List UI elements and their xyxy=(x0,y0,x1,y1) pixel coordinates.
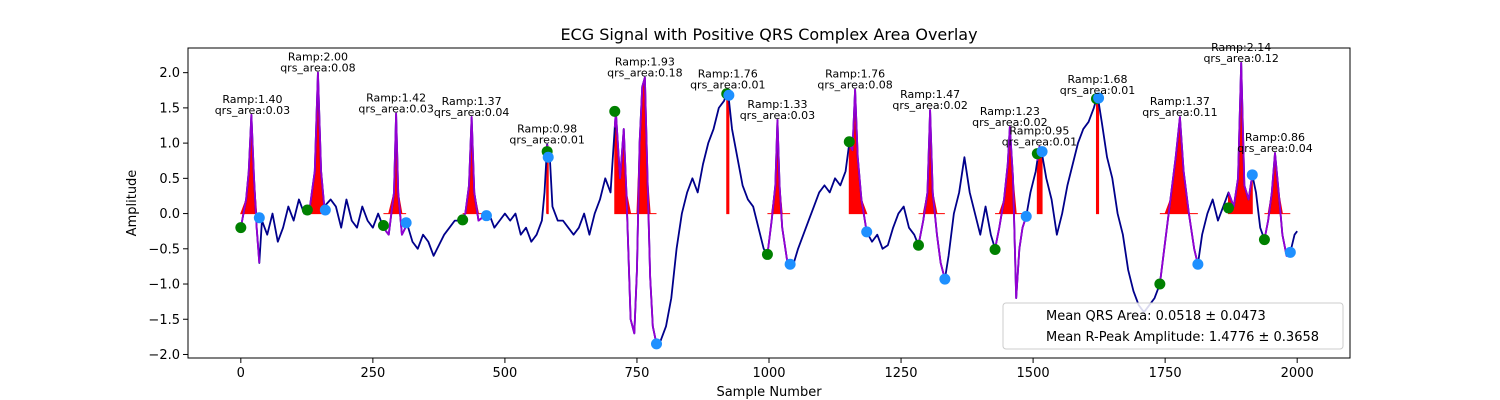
y-tick-label: −2.0 xyxy=(148,348,180,363)
qrs-area-label: qrs_area:0.01 xyxy=(1002,136,1077,149)
r-amplitude-label: Ramp:1.37 xyxy=(1150,95,1210,108)
qrs-area-label: qrs_area:0.12 xyxy=(1203,52,1278,65)
r-amplitude-label: Ramp:0.86 xyxy=(1245,131,1305,144)
qrs-area-label: qrs_area:0.01 xyxy=(509,134,584,147)
q-onset-marker xyxy=(761,248,773,260)
x-tick-label: 1000 xyxy=(752,366,785,381)
r-amplitude-label: Ramp:1.23 xyxy=(980,105,1040,118)
y-tick-label: −1.0 xyxy=(148,278,180,293)
x-tick-label: 500 xyxy=(492,366,517,381)
x-tick-label: 1250 xyxy=(884,366,917,381)
qrs-segment-line xyxy=(994,126,1028,300)
qrs-area-label: qrs_area:0.18 xyxy=(607,67,682,80)
y-tick-label: −1.5 xyxy=(148,313,180,328)
qrs-area-label: qrs_area:0.01 xyxy=(690,79,765,92)
s-offset-marker xyxy=(253,212,265,224)
marker-layer xyxy=(235,88,1296,350)
s-offset-marker xyxy=(1093,92,1105,104)
qrs-area-label: qrs_area:0.01 xyxy=(1060,84,1135,97)
q-onset-marker xyxy=(843,136,855,148)
x-tick-label: 1500 xyxy=(1017,366,1050,381)
x-tick-label: 250 xyxy=(360,366,385,381)
s-offset-marker xyxy=(784,258,796,270)
r-amplitude-label: Ramp:1.68 xyxy=(1068,73,1128,86)
s-offset-marker xyxy=(939,273,951,285)
y-tick-label: 1.0 xyxy=(159,137,180,152)
x-axis: 0 250 500 750 1000 1250 1500 1750 2000 xyxy=(237,358,1314,381)
x-axis-label: Sample Number xyxy=(716,385,822,400)
q-onset-marker xyxy=(1258,234,1270,246)
s-offset-marker xyxy=(480,210,492,222)
legend-entry-mean-qrs-area: Mean QRS Area: 0.0518 ± 0.0473 xyxy=(1046,309,1266,324)
qrs-segment-line xyxy=(613,76,658,345)
s-offset-marker xyxy=(723,89,735,101)
x-tick-label: 2000 xyxy=(1281,366,1314,381)
qrs-area-label: qrs_area:0.04 xyxy=(1237,142,1312,155)
q-onset-marker xyxy=(235,222,247,234)
qrs-area-label: qrs_area:0.03 xyxy=(215,104,290,117)
s-offset-marker xyxy=(542,151,554,163)
y-axis: −2.0 −1.5 −1.0 −0.5 0.0 0.5 1.0 1.5 2.0 xyxy=(148,66,188,363)
legend-box xyxy=(1002,302,1344,350)
plot-area: Ramp:1.40qrs_area:0.03Ramp:2.00qrs_area:… xyxy=(215,41,1313,350)
r-amplitude-label: Ramp:1.40 xyxy=(222,93,282,106)
x-tick-label: 0 xyxy=(237,366,245,381)
annotation-layer: Ramp:1.40qrs_area:0.03Ramp:2.00qrs_area:… xyxy=(215,41,1313,155)
q-onset-marker xyxy=(609,105,621,117)
qrs-area-label: qrs_area:0.08 xyxy=(817,79,892,92)
s-offset-marker xyxy=(650,338,662,350)
q-onset-marker xyxy=(457,214,469,226)
y-tick-label: 2.0 xyxy=(159,66,180,81)
qrs-area-label: qrs_area:0.11 xyxy=(1142,106,1217,119)
x-tick-label: 750 xyxy=(625,366,650,381)
qrs-area-label: qrs_area:0.03 xyxy=(358,103,433,116)
r-amplitude-label: Ramp:0.98 xyxy=(517,123,577,136)
qrs-segment-line xyxy=(766,118,791,266)
qrs-segment-line xyxy=(382,112,407,236)
r-amplitude-label: Ramp:2.00 xyxy=(288,51,348,64)
r-amplitude-label: Ramp:1.76 xyxy=(698,68,758,81)
r-amplitude-label: Ramp:0.95 xyxy=(1009,125,1069,138)
q-onset-marker xyxy=(377,220,389,232)
q-onset-marker xyxy=(1223,202,1235,214)
r-amplitude-label: Ramp:1.93 xyxy=(615,56,675,69)
chart-title: ECG Signal with Positive QRS Complex Are… xyxy=(560,25,977,44)
qrs-area-label: qrs_area:0.02 xyxy=(972,116,1047,129)
legend: Mean QRS Area: 0.0518 ± 0.0473 Mean R-Pe… xyxy=(1002,302,1344,350)
s-offset-marker xyxy=(319,204,331,216)
s-offset-marker xyxy=(1192,258,1204,270)
x-tick-label: 1750 xyxy=(1149,366,1182,381)
legend-entry-mean-r-peak-amplitude: Mean R-Peak Amplitude: 1.4776 ± 0.3658 xyxy=(1046,330,1319,345)
r-amplitude-label: Ramp:1.47 xyxy=(900,88,960,101)
q-onset-marker xyxy=(301,204,313,216)
qrs-area-label: qrs_area:0.03 xyxy=(740,109,815,122)
qrs-segment-line xyxy=(1158,116,1199,285)
r-amplitude-label: Ramp:1.33 xyxy=(747,98,807,111)
y-tick-label: 0.5 xyxy=(159,172,180,187)
qrs-segment-line xyxy=(239,114,261,263)
q-onset-marker xyxy=(1154,278,1166,290)
s-offset-marker xyxy=(1036,146,1048,158)
s-offset-marker xyxy=(1284,246,1296,258)
q-onset-marker xyxy=(989,244,1001,255)
s-offset-marker xyxy=(1020,210,1032,222)
r-amplitude-label: Ramp:1.37 xyxy=(442,95,502,108)
r-amplitude-label: Ramp:2.14 xyxy=(1211,41,1271,54)
qrs-area-label: qrs_area:0.02 xyxy=(892,99,967,112)
q-onset-marker xyxy=(912,239,924,251)
y-tick-label: 1.5 xyxy=(159,101,180,116)
y-tick-label: 0.0 xyxy=(159,207,180,222)
r-amplitude-label: Ramp:1.42 xyxy=(366,92,426,105)
s-offset-marker xyxy=(861,226,873,238)
s-offset-marker xyxy=(1246,169,1258,181)
qrs-area-label: qrs_area:0.04 xyxy=(434,106,509,119)
qrs-segment-line xyxy=(848,88,868,233)
r-amplitude-label: Ramp:1.76 xyxy=(825,68,885,81)
qrs-segment-line xyxy=(917,109,946,280)
s-offset-marker xyxy=(400,217,412,229)
y-axis-label: Amplitude xyxy=(125,170,140,237)
y-tick-label: −0.5 xyxy=(148,242,180,257)
qrs-area-label: qrs_area:0.08 xyxy=(280,62,355,75)
